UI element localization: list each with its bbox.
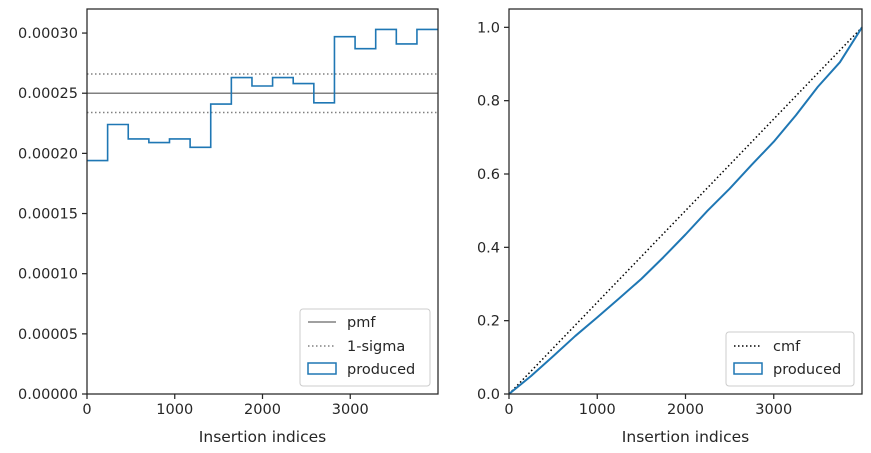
y-tick-label: 0.00015	[18, 207, 78, 223]
pmf-x-axis-label: Insertion indices	[199, 428, 326, 446]
y-tick-label: 0.00020	[18, 146, 78, 162]
cmf-panel: 0 1000 2000 3000 0.0 0.2 0.4 0.6 0.8 1.0 Insertio…	[477, 8, 863, 446]
y-tick-label: 0.00025	[18, 86, 78, 102]
pmf-legend-box	[299, 308, 431, 387]
y-tick-label: 0.4	[477, 240, 500, 256]
x-tick-label: 0	[82, 402, 91, 418]
x-tick-label: 3000	[332, 402, 369, 418]
y-tick-label: 0.6	[477, 167, 500, 183]
legend-cmf-label: cmf	[773, 339, 801, 355]
produced-cumulative-line	[508, 26, 863, 395]
cmf-axes-frame	[508, 8, 863, 395]
pmf-legend: pmf 1-sigma produced	[299, 308, 431, 387]
cmf-plot-marks	[508, 26, 863, 395]
y-tick-label: 0.00005	[18, 327, 78, 343]
y-tick-label: 0.00030	[18, 26, 78, 42]
y-tick-label: 0.00010	[18, 267, 78, 283]
cmf-axis-ticks: 0 1000 2000 3000 0.0 0.2 0.4 0.6 0.8 1.0	[477, 20, 792, 418]
cmf-line	[508, 26, 863, 395]
y-tick-label: 0.00000	[18, 387, 78, 403]
legend-produced-label: produced	[773, 362, 841, 378]
legend-produced-swatch	[733, 362, 763, 375]
legend-produced-label: produced	[347, 362, 415, 378]
y-tick-label: 0.2	[477, 314, 500, 330]
x-tick-label: 1000	[156, 402, 193, 418]
y-tick-label: 0.8	[477, 94, 500, 110]
cmf-legend: cmf produced	[725, 331, 855, 387]
x-tick-label: 2000	[667, 402, 704, 418]
x-tick-label: 1000	[579, 402, 616, 418]
legend-produced-swatch	[307, 362, 337, 375]
pmf-plot-marks	[87, 28, 438, 162]
pmf-axes-frame	[86, 8, 439, 395]
x-tick-label: 2000	[244, 402, 281, 418]
pmf-panel: 0 1000 2000 3000 0.00000 0.00005 0.00010 0.0001…	[18, 8, 439, 446]
produced-histogram-step	[87, 28, 438, 162]
cmf-x-axis-label: Insertion indices	[622, 428, 749, 446]
x-tick-label: 0	[504, 402, 513, 418]
legend-pmf-label: pmf	[347, 315, 376, 331]
pmf-axis-ticks: 0 1000 2000 3000 0.00000 0.00005 0.00010 0.0001…	[18, 26, 369, 418]
legend-1-sigma-label: 1-sigma	[347, 339, 405, 355]
y-tick-label: 0.0	[477, 387, 500, 403]
y-tick-label: 1.0	[477, 20, 500, 36]
x-tick-label: 3000	[755, 402, 792, 418]
